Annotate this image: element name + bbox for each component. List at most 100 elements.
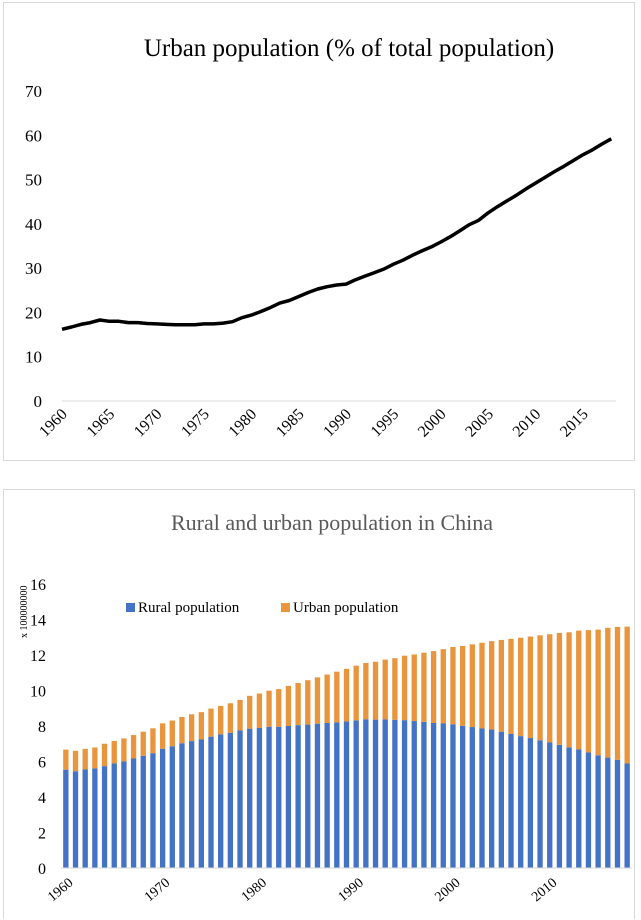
bar-urban-1982 (276, 689, 282, 727)
bar-urban-2007 (518, 637, 524, 737)
legend-label-urban: Urban population (293, 600, 399, 616)
bar-urban-1971 (169, 720, 175, 747)
line-x-tick-label: 2015 (557, 406, 592, 441)
bar-urban-1964 (101, 743, 108, 767)
line-y-tick-label: 20 (25, 303, 42, 322)
bar-rural-1997 (421, 721, 427, 868)
bar-urban-1967 (130, 735, 137, 759)
bar-rural-1963 (92, 768, 98, 868)
bar-rural-1962 (82, 769, 88, 868)
bar-urban-2017 (614, 626, 621, 760)
bar-rural-1983 (285, 726, 292, 868)
bar-urban-2011 (556, 632, 563, 745)
bar-urban-1981 (266, 690, 272, 727)
bar-rural-1969 (150, 753, 156, 868)
bar-urban-2008 (527, 636, 534, 739)
bar-rural-2006 (508, 733, 514, 868)
bar-rural-1994 (392, 719, 398, 868)
bar-urban-1988 (334, 671, 340, 723)
bar-urban-1984 (295, 683, 301, 726)
line-x-tick-label: 1965 (84, 406, 119, 441)
bar-rural-1973 (188, 741, 195, 868)
line-x-tick-label: 1975 (178, 406, 213, 441)
bar-urban-1962 (82, 748, 88, 770)
bar-rural-1967 (130, 758, 137, 868)
bar-urban-1963 (92, 747, 98, 769)
bar-urban-1991 (363, 662, 369, 720)
line-x-tick-label: 1985 (273, 406, 308, 441)
bar-rural-1970 (159, 748, 166, 868)
bar-urban-1973 (188, 714, 195, 742)
bar-urban-2015 (595, 629, 601, 756)
bar-urban-1997 (421, 652, 427, 722)
bar-rural-1989 (343, 721, 350, 868)
bar-urban-1987 (324, 674, 330, 723)
urban-population-line (61, 137, 613, 332)
bar-urban-2010 (547, 634, 553, 743)
bar-urban-2004 (489, 641, 495, 730)
line-x-axis: 1960 1965 1970 1975 1980 1985 1990 1995 2000 2005… (36, 406, 592, 441)
bar-urban-1989 (343, 668, 350, 722)
bar-y-tick-label: 2 (38, 826, 46, 843)
bar-urban-2018 (624, 626, 630, 764)
bar-urban-1980 (256, 693, 263, 728)
bar-rural-1972 (179, 743, 185, 868)
bar-urban-2014 (585, 630, 592, 753)
bar-x-tick-label: 1970 (142, 876, 173, 905)
bar-rural-1961 (72, 771, 79, 868)
bar-urban-1986 (314, 677, 321, 724)
line-chart-panel: Urban population (% of total population)… (3, 2, 635, 461)
bar-urban-1999 (440, 649, 446, 724)
bar-rural-2013 (576, 749, 582, 868)
line-chart: Urban population (% of total population)… (25, 35, 616, 441)
bar-rural-1999 (440, 723, 446, 868)
legend-swatch-rural (126, 603, 135, 612)
bar-rural-1968 (140, 755, 146, 868)
bar-rural-1996 (411, 721, 417, 868)
bar-urban-1970 (159, 723, 166, 749)
line-x-tick-label: 2000 (415, 406, 450, 441)
line-y-tick-label: 30 (25, 259, 42, 278)
bar-urban-1990 (353, 665, 359, 721)
bar-urban-1976 (218, 705, 224, 735)
bar-urban-1966 (121, 738, 127, 762)
bar-urban-1993 (382, 659, 388, 720)
bar-rural-1998 (430, 722, 437, 868)
bar-rural-1993 (382, 719, 388, 868)
line-x-tick-label: 1995 (368, 406, 403, 441)
bar-urban-1972 (179, 716, 185, 744)
bar-rural-2014 (585, 752, 592, 868)
bar-urban-1985 (305, 680, 311, 725)
line-y-tick-label: 10 (25, 348, 42, 367)
line-x-tick-label: 1990 (320, 406, 355, 441)
bar-urban-2009 (537, 635, 543, 741)
bar-rural-2015 (595, 755, 601, 868)
bar-urban-2000 (450, 647, 456, 725)
bar-y-tick-label: 16 (30, 577, 46, 594)
line-chart-title: Urban population (% of total population) (144, 35, 554, 62)
bar-rural-2000 (450, 724, 456, 868)
line-y-tick-label: 0 (34, 392, 43, 411)
line-y-tick-label: 70 (25, 82, 42, 101)
bar-urban-1975 (208, 708, 214, 737)
bar-y-tick-label: 14 (30, 613, 46, 630)
bar-rural-1987 (324, 722, 330, 868)
bar-urban-2002 (469, 644, 475, 728)
bar-rural-2009 (537, 740, 543, 868)
bar-rural-1960 (63, 769, 69, 868)
line-x-tick-label: 1970 (131, 406, 166, 441)
bar-urban-2013 (576, 630, 582, 750)
bar-urban-1965 (111, 740, 117, 764)
bar-urban-1983 (285, 685, 292, 726)
bar-rural-1975 (208, 736, 214, 868)
bar-rural-1990 (353, 720, 359, 868)
bar-urban-2005 (498, 639, 505, 732)
bar-y-tick-label: 10 (30, 684, 46, 701)
bar-urban-2003 (479, 642, 485, 729)
bar-rural-1964 (101, 766, 108, 868)
bar-rural-1986 (314, 723, 321, 868)
bar-urban-1996 (411, 654, 417, 722)
bar-x-axis: 1960 1970 1980 1990 2000 2010 (45, 876, 560, 905)
bar-urban-1992 (372, 661, 379, 720)
bar-x-tick-label: 1980 (239, 876, 270, 905)
